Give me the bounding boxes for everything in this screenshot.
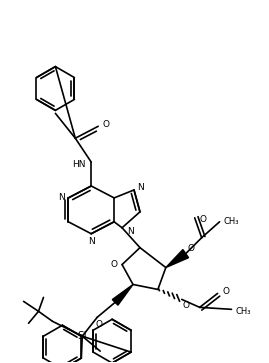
Text: N: N <box>58 193 65 203</box>
Text: O: O <box>187 244 194 253</box>
Polygon shape <box>112 285 133 305</box>
Text: N: N <box>88 237 95 246</box>
Polygon shape <box>166 249 189 268</box>
Text: O: O <box>96 320 103 329</box>
Text: O: O <box>199 215 206 224</box>
Text: O: O <box>111 260 118 269</box>
Text: O: O <box>103 120 110 129</box>
Text: O: O <box>222 287 229 296</box>
Text: CH₃: CH₃ <box>236 307 251 316</box>
Text: N: N <box>127 227 133 236</box>
Text: Si: Si <box>77 331 87 341</box>
Text: CH₃: CH₃ <box>224 217 239 226</box>
Text: HN: HN <box>73 160 86 168</box>
Text: O: O <box>182 301 189 310</box>
Text: N: N <box>137 183 144 192</box>
